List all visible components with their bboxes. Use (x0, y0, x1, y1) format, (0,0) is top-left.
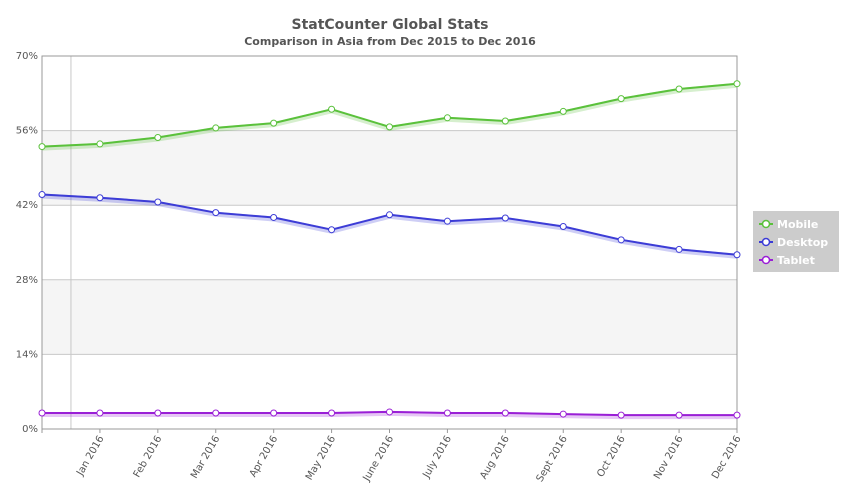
y-tick-label: 14% (16, 349, 38, 360)
mobile-point[interactable] (386, 123, 393, 131)
desktop-point[interactable] (443, 217, 451, 225)
desktop-point[interactable] (38, 191, 46, 199)
desktop-point[interactable] (559, 223, 567, 231)
mobile-point[interactable] (617, 95, 625, 103)
x-tick-label: Nov 2016 (652, 434, 686, 481)
x-tick-label: Jan 2016 (74, 434, 106, 479)
desktop-point[interactable] (212, 209, 220, 217)
tablet-point[interactable] (443, 409, 451, 417)
x-tick-label: June 2016 (361, 434, 396, 484)
mobile-point[interactable] (270, 119, 278, 127)
mobile-point[interactable] (96, 140, 104, 148)
y-tick-label: 28% (16, 275, 38, 286)
plot-bands (42, 130, 737, 355)
plot-band-1 (42, 279, 737, 355)
mobile-point[interactable] (733, 80, 741, 88)
mobile-point[interactable] (328, 105, 336, 113)
mobile-point[interactable] (212, 124, 220, 132)
tablet-point[interactable] (617, 411, 625, 419)
x-tick-label: Sept 2016 (535, 434, 570, 484)
y-axis-ticks: 0% 14% 28% 42% 56% 70% (16, 51, 38, 435)
tablet-legend-label: Tablet (777, 254, 815, 267)
mobile-point[interactable] (154, 134, 162, 142)
y-tick-label: 0% (22, 424, 38, 435)
series-tablet (38, 408, 741, 420)
x-tick-label: Dec 2016 (710, 434, 744, 481)
tablet-legend-marker (761, 255, 771, 265)
desktop-point[interactable] (154, 198, 162, 206)
tablet-point[interactable] (733, 411, 741, 419)
tablet-point[interactable] (328, 409, 336, 417)
desktop-point[interactable] (617, 236, 625, 244)
tablet-point[interactable] (386, 408, 393, 416)
desktop-point[interactable] (96, 194, 104, 202)
tablet-point[interactable] (501, 409, 509, 417)
desktop-point[interactable] (328, 226, 336, 234)
x-tick-label: Feb 2016 (132, 434, 165, 480)
mobile-point[interactable] (501, 117, 509, 125)
mobile-point[interactable] (675, 85, 683, 93)
tablet-point[interactable] (96, 409, 104, 417)
series-desktop (38, 191, 741, 259)
desktop-legend-marker (761, 237, 771, 247)
x-tick-label: May 2016 (304, 434, 338, 482)
chart-title: StatCounter Global Stats (291, 17, 488, 33)
desktop-point[interactable] (501, 214, 509, 222)
legend-item-desktop[interactable]: Desktop (759, 236, 828, 249)
chart-subtitle: Comparison in Asia from Dec 2015 to Dec … (244, 35, 536, 48)
desktop-point[interactable] (675, 245, 683, 253)
mobile-point[interactable] (443, 114, 451, 122)
y-tick-label: 70% (16, 51, 38, 62)
tablet-point[interactable] (270, 409, 278, 417)
tablet-point[interactable] (559, 410, 567, 418)
series-lines (38, 80, 741, 420)
desktop-point[interactable] (386, 211, 393, 219)
x-tick-label: July 2016 (421, 434, 454, 481)
mobile-legend-label: Mobile (777, 218, 818, 231)
series-mobile (38, 80, 741, 151)
desktop-point[interactable] (733, 251, 741, 259)
legend-item-tablet[interactable]: Tablet (759, 254, 815, 267)
x-tick-label: Aug 2016 (478, 434, 512, 481)
x-axis-ticks: Jan 2016 Feb 2016 Mar 2016 Apr 2016 May 2016… (41, 429, 744, 484)
desktop-legend-label: Desktop (777, 236, 828, 249)
x-tick-label: Oct 2016 (595, 434, 627, 479)
tablet-point[interactable] (675, 411, 683, 419)
mobile-legend-marker (761, 219, 771, 229)
x-tick-label: Mar 2016 (189, 434, 222, 481)
legend: Mobile Desktop Tablet (753, 211, 839, 272)
legend-item-mobile[interactable]: Mobile (759, 218, 818, 231)
y-tick-label: 56% (16, 126, 38, 137)
tablet-point[interactable] (38, 409, 46, 417)
x-tick-label: Apr 2016 (248, 434, 280, 479)
desktop-point[interactable] (270, 213, 278, 221)
mobile-point[interactable] (38, 143, 46, 151)
tablet-point[interactable] (212, 409, 220, 417)
mobile-point[interactable] (559, 107, 567, 115)
plot-band-3 (42, 130, 737, 206)
tablet-point[interactable] (154, 409, 162, 417)
y-tick-label: 42% (16, 200, 38, 211)
